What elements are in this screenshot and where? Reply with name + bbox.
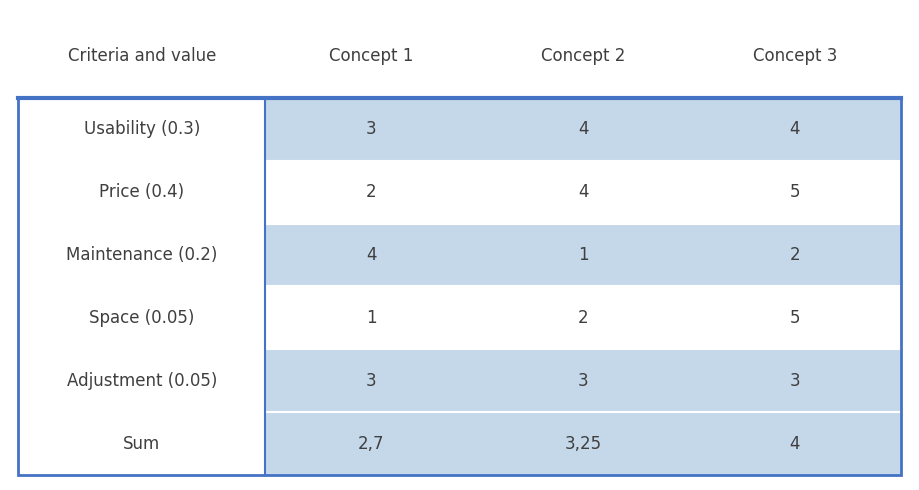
Text: 3: 3 bbox=[578, 372, 588, 390]
Text: 3,25: 3,25 bbox=[564, 435, 602, 453]
Text: 3: 3 bbox=[366, 372, 377, 390]
Bar bbox=[18, 98, 901, 475]
Text: Price (0.4): Price (0.4) bbox=[99, 183, 185, 201]
Text: 4: 4 bbox=[578, 183, 588, 201]
Bar bbox=[266, 413, 901, 475]
Text: 4: 4 bbox=[789, 435, 800, 453]
Text: 2: 2 bbox=[789, 246, 800, 264]
Text: Maintenance (0.2): Maintenance (0.2) bbox=[66, 246, 218, 264]
Bar bbox=[266, 223, 901, 287]
Text: 1: 1 bbox=[578, 246, 588, 264]
Text: 4: 4 bbox=[366, 246, 377, 264]
Text: 5: 5 bbox=[789, 183, 800, 201]
Bar bbox=[266, 287, 901, 349]
Text: 5: 5 bbox=[789, 309, 800, 327]
Text: 3: 3 bbox=[789, 372, 800, 390]
Text: 1: 1 bbox=[366, 309, 377, 327]
Text: 2,7: 2,7 bbox=[358, 435, 384, 453]
Text: Sum: Sum bbox=[123, 435, 161, 453]
Text: 4: 4 bbox=[789, 120, 800, 138]
Text: 4: 4 bbox=[578, 120, 588, 138]
Text: Criteria and value: Criteria and value bbox=[68, 47, 216, 65]
Bar bbox=[266, 349, 901, 413]
Text: Concept 3: Concept 3 bbox=[753, 47, 837, 65]
Text: 3: 3 bbox=[366, 120, 377, 138]
Bar bbox=[266, 161, 901, 223]
Text: 2: 2 bbox=[578, 309, 588, 327]
Bar bbox=[18, 349, 266, 413]
Bar bbox=[18, 223, 266, 287]
Bar bbox=[266, 98, 901, 161]
Text: Adjustment (0.05): Adjustment (0.05) bbox=[67, 372, 217, 390]
Text: Usability (0.3): Usability (0.3) bbox=[84, 120, 200, 138]
Bar bbox=[18, 161, 266, 223]
Text: 2: 2 bbox=[366, 183, 377, 201]
Bar bbox=[18, 98, 266, 161]
Text: Concept 1: Concept 1 bbox=[329, 47, 414, 65]
Bar bbox=[18, 413, 266, 475]
Bar bbox=[18, 287, 266, 349]
Text: Space (0.05): Space (0.05) bbox=[89, 309, 195, 327]
Text: Concept 2: Concept 2 bbox=[540, 47, 625, 65]
